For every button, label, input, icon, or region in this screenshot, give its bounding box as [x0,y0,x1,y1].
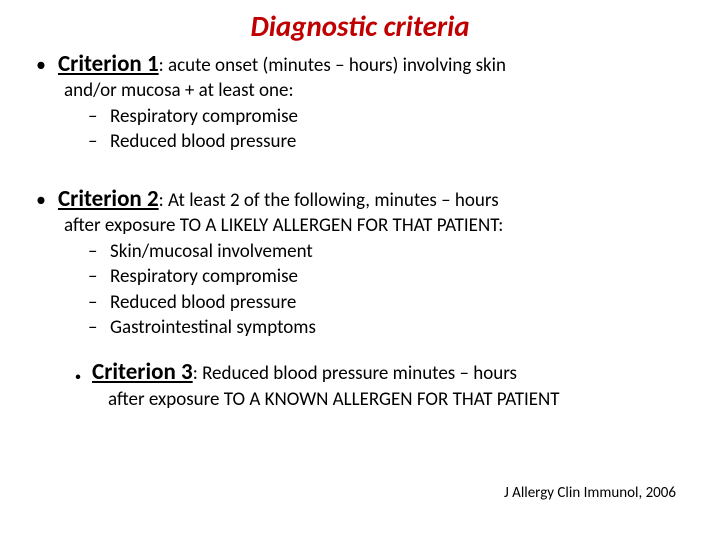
dash-icon: – [88,315,110,341]
item-text: Gastrointestinal symptoms [110,316,316,339]
criterion-2-label: Criterion 2 [58,185,159,213]
item-text: Skin/mucosal involvement [110,240,313,263]
dash-icon: – [88,239,110,265]
citation-text: J Allergy Clin Immunol, 2006 [504,484,676,502]
criterion-3-block: . Criterion 3: Reduced blood pressure mi… [36,351,684,413]
list-item: –Respiratory compromise [88,264,684,290]
list-item: –Reduced blood pressure [88,129,684,155]
criterion-1-line: Criterion 1: acute onset (minutes – hour… [58,50,506,78]
criterion-3-line: Criterion 3: Reduced blood pressure minu… [92,358,517,386]
bullet-icon: • [36,188,46,212]
criterion-2-line: Criterion 2: At least 2 of the following… [58,185,499,213]
criterion-1-sub: and/or mucosa + at least one: [64,78,684,104]
item-text: Reduced blood pressure [110,130,296,153]
dash-icon: – [88,129,110,155]
criterion-2-sub: after exposure TO A LIKELY ALLERGEN FOR … [64,213,684,239]
item-text: Respiratory compromise [110,265,298,288]
criterion-1-label: Criterion 1 [58,50,159,78]
criterion-1-row: • Criterion 1: acute onset (minutes – ho… [36,50,684,78]
list-item: –Gastrointestinal symptoms [88,315,684,341]
dash-icon: – [88,104,110,130]
item-text: Respiratory compromise [110,105,298,128]
list-item: –Skin/mucosal involvement [88,239,684,265]
criterion-1-text: : acute onset (minutes – hours) involvin… [159,54,506,77]
bullet-icon: . [74,351,82,388]
list-item: –Reduced blood pressure [88,290,684,316]
criterion-3-text: : Reduced blood pressure minutes – hours [193,362,517,385]
criterion-3-label: Criterion 3 [92,358,193,386]
criterion-2-row: • Criterion 2: At least 2 of the followi… [36,185,684,213]
slide-content: Diagnostic criteria • Criterion 1: acute… [0,0,720,413]
dash-icon: – [88,264,110,290]
criterion-2-block: • Criterion 2: At least 2 of the followi… [36,185,684,341]
list-item: –Respiratory compromise [88,104,684,130]
criterion-2-text: : At least 2 of the following, minutes –… [159,189,499,212]
dash-icon: – [88,290,110,316]
criterion-3-sub: after exposure TO A KNOWN ALLERGEN FOR T… [108,388,684,413]
slide-title: Diagnostic criteria [36,8,684,44]
bullet-icon: • [36,53,46,77]
item-text: Reduced blood pressure [110,291,296,314]
criterion-1-block: • Criterion 1: acute onset (minutes – ho… [36,50,684,155]
criterion-3-row: . Criterion 3: Reduced blood pressure mi… [74,351,684,388]
